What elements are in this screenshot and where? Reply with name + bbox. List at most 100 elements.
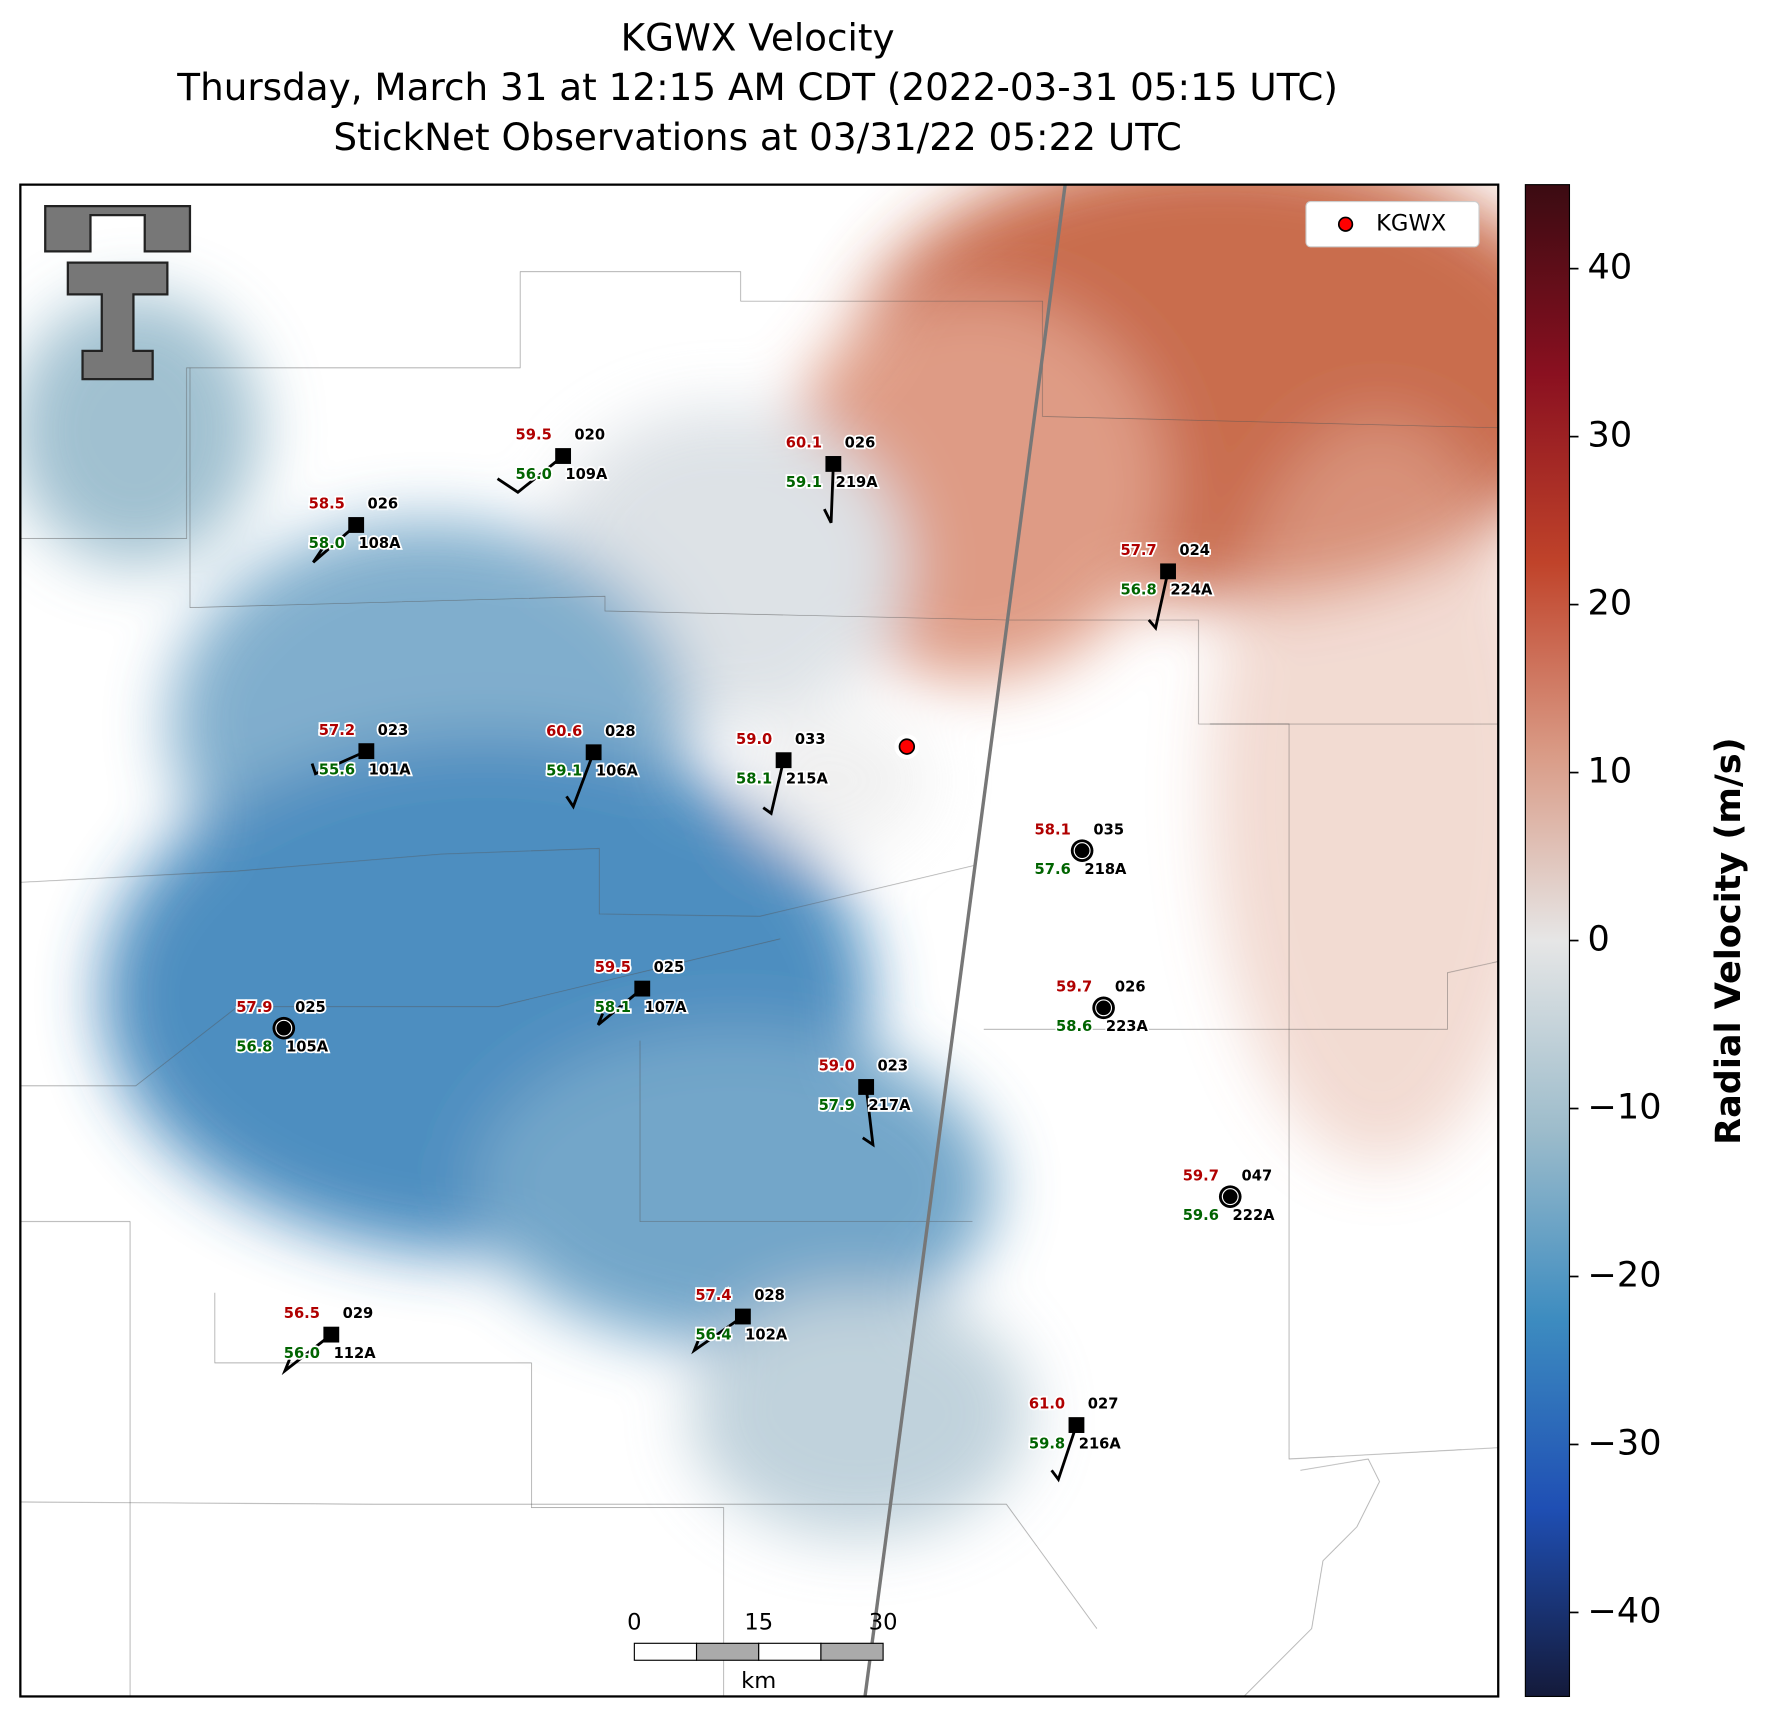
colorbar-label: Radial Velocity (m/s) <box>1708 737 1749 1144</box>
logo <box>44 204 192 381</box>
colorbar-tick-label: 0 <box>1588 919 1610 960</box>
station-marker <box>775 752 792 769</box>
wind-direction: 028 <box>754 1287 785 1304</box>
stations: 59.5 020 56.0 109A 60.1 026 59.1 219A 58.5 026 58.… <box>235 425 1277 1483</box>
dewpoint: 56.4 <box>695 1327 731 1344</box>
wind-barb <box>496 454 564 494</box>
dewpoint: 56.0 <box>516 466 552 483</box>
wind-direction: 026 <box>1115 978 1146 995</box>
station-id: 101A <box>369 761 412 778</box>
dewpoint: 55.6 <box>319 761 355 778</box>
colorbar-tick-label: −30 <box>1588 1422 1662 1463</box>
dewpoint: 57.9 <box>819 1097 855 1114</box>
station-ring <box>1073 842 1091 860</box>
wind-direction: 026 <box>845 435 876 452</box>
dewpoint: 58.6 <box>1056 1018 1092 1035</box>
colorbar-tick-label: −10 <box>1588 1087 1662 1128</box>
station-marker <box>858 1079 875 1095</box>
dewpoint: 56.8 <box>1120 582 1156 599</box>
wind-direction: 023 <box>378 722 409 739</box>
temperature: 59.0 <box>736 731 772 748</box>
station-id: 215A <box>786 770 829 787</box>
radar-field <box>20 184 1499 1697</box>
colorbar-tick-label: −40 <box>1588 1590 1662 1631</box>
title-line: KGWX Velocity <box>621 15 895 59</box>
wind-direction: 025 <box>295 999 326 1016</box>
station-id: 107A <box>645 999 688 1016</box>
wind-direction: 023 <box>877 1058 908 1075</box>
station-id: 109A <box>565 466 608 483</box>
station-marker <box>1160 563 1176 580</box>
colorbar-ramp <box>1524 184 1571 1698</box>
scale-unit: km <box>741 1668 776 1694</box>
dewpoint: 58.0 <box>309 535 345 552</box>
station-id: 112A <box>334 1345 377 1362</box>
wind-barb <box>861 1086 875 1148</box>
dewpoint: 59.1 <box>786 474 822 491</box>
colorbar: Radial Velocity (m/s) −40 −30 −20 −10 0 10 20 3… <box>1524 184 1749 1698</box>
station-marker <box>323 1326 340 1343</box>
wind-barb <box>565 751 595 810</box>
wind-barb <box>596 987 644 1026</box>
station-id: 224A <box>1170 582 1213 599</box>
legend-label: KGWX <box>1376 211 1446 237</box>
station-marker <box>555 448 572 464</box>
colorbar-tick-label: 10 <box>1588 751 1633 792</box>
temperature: 61.0 <box>1029 1396 1065 1413</box>
temperature: 57.4 <box>695 1287 731 1304</box>
colorbar-tick-label: 20 <box>1588 583 1633 624</box>
temperature: 58.5 <box>309 496 345 513</box>
wind-barb <box>823 463 835 524</box>
wind-barb <box>762 759 785 816</box>
station-id: 217A <box>868 1097 911 1114</box>
wind-direction: 028 <box>605 723 636 740</box>
station-marker <box>1068 1417 1085 1433</box>
title-line: StickNet Observations at 03/31/22 05:22 … <box>333 115 1181 159</box>
wind-direction: 047 <box>1242 1167 1273 1184</box>
temperature: 59.5 <box>516 427 552 444</box>
wind-barb <box>281 1333 333 1376</box>
temperature: 60.1 <box>786 435 822 452</box>
station-marker <box>734 1308 751 1325</box>
wind-direction: 020 <box>574 427 605 444</box>
dewpoint: 59.6 <box>1183 1207 1219 1224</box>
wind-direction: 026 <box>367 496 398 513</box>
dewpoint: 56.8 <box>236 1038 272 1055</box>
wind-barb <box>1050 1424 1078 1483</box>
temperature: 60.6 <box>546 723 582 740</box>
colorbar-tick-label: 40 <box>1588 247 1633 288</box>
dewpoint: 59.8 <box>1029 1435 1065 1452</box>
scale-tick: 30 <box>869 1609 898 1635</box>
wind-barb <box>310 749 367 776</box>
colorbar-tick-label: 30 <box>1588 415 1633 456</box>
dewpoint: 56.0 <box>284 1345 320 1362</box>
station-ring <box>275 1019 293 1037</box>
station-marker <box>634 980 651 997</box>
map-frame <box>19 183 1500 1698</box>
temperature: 57.7 <box>1120 542 1156 559</box>
station-marker <box>585 744 602 761</box>
wind-direction: 024 <box>1179 542 1210 559</box>
station-id: 218A <box>1084 861 1127 878</box>
dewpoint: 58.1 <box>595 999 631 1016</box>
title-line: Thursday, March 31 at 12:15 AM CDT (2022… <box>176 65 1338 109</box>
temperature: 58.1 <box>1035 821 1071 838</box>
dewpoint: 57.6 <box>1035 861 1071 878</box>
temperature: 59.0 <box>819 1058 855 1075</box>
station-id: 223A <box>1106 1018 1149 1035</box>
station-id: 106A <box>596 762 639 779</box>
dewpoint: 59.1 <box>546 762 582 779</box>
station-marker <box>348 517 365 533</box>
station-id: 216A <box>1079 1435 1122 1452</box>
station-ring <box>1095 999 1113 1017</box>
legend: KGWX <box>1305 201 1480 248</box>
wind-direction: 025 <box>654 959 685 976</box>
temperature: 57.9 <box>236 999 272 1016</box>
beam-line <box>863 184 1067 1697</box>
station-ring <box>1221 1188 1239 1206</box>
wind-barb <box>1147 571 1170 631</box>
temperature: 59.7 <box>1183 1167 1219 1184</box>
station-id: 222A <box>1233 1207 1276 1224</box>
station-marker <box>825 456 842 472</box>
